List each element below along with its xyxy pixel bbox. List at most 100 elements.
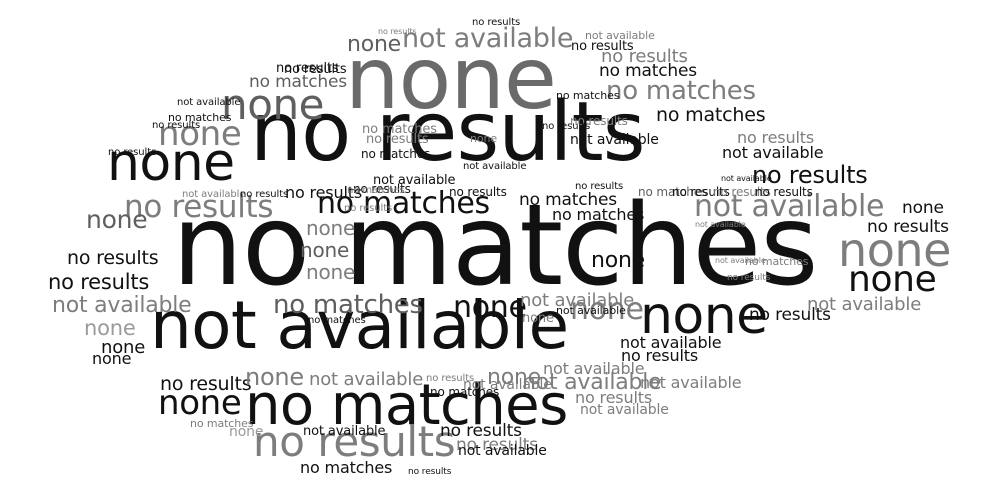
word-cloud-word: not available xyxy=(182,189,246,200)
word-cloud-word: no results xyxy=(570,114,628,128)
word-cloud-word: no results xyxy=(378,27,417,36)
word-cloud-word: no results xyxy=(542,121,591,132)
word-cloud-word: not available xyxy=(570,132,659,148)
word-cloud-word: no matches xyxy=(168,111,232,124)
word-cloud-word: no results xyxy=(353,182,411,196)
word-cloud-word: no matches xyxy=(347,185,405,196)
word-cloud-word: none xyxy=(570,292,644,327)
word-cloud-word: no results xyxy=(366,132,429,147)
word-cloud-word: none xyxy=(848,259,937,300)
word-cloud-word: no results xyxy=(108,147,157,158)
word-cloud-word: none xyxy=(86,205,148,234)
word-cloud-word: not available xyxy=(520,290,635,311)
word-cloud-word: no results xyxy=(571,39,634,54)
word-cloud-word: not available xyxy=(543,359,645,378)
word-cloud-word: no matches xyxy=(249,72,347,92)
word-cloud-word: not available xyxy=(458,443,547,459)
word-cloud-word: no results xyxy=(440,421,522,441)
word-cloud-word: not available xyxy=(620,333,722,352)
word-cloud-word: no matches xyxy=(308,315,366,326)
word-cloud-word: no results xyxy=(160,373,252,395)
word-cloud-word: none xyxy=(229,424,264,440)
word-cloud-word: no matches xyxy=(172,181,819,311)
word-cloud-word: none xyxy=(158,114,242,154)
word-cloud-word: no results xyxy=(867,217,949,237)
word-cloud-word: no results xyxy=(344,203,393,214)
word-cloud-word: not available xyxy=(522,370,662,395)
word-cloud-word: no results xyxy=(752,161,868,189)
word-cloud-word: not available xyxy=(580,402,669,418)
word-cloud-word: not available xyxy=(721,174,772,183)
word-cloud-word: not available xyxy=(807,294,922,315)
word-cloud-word: no matches xyxy=(556,89,620,102)
word-cloud-word: not available xyxy=(309,369,424,390)
word-cloud-word: none xyxy=(306,216,356,240)
word-cloud-word: none xyxy=(347,32,402,57)
word-cloud-word: no results xyxy=(755,185,813,199)
word-cloud-word: no results xyxy=(449,185,507,199)
word-cloud-word: no results xyxy=(737,128,815,147)
word-cloud-word: no results xyxy=(124,189,274,225)
word-cloud-word: no results xyxy=(284,62,347,77)
word-cloud-word: no results xyxy=(575,181,624,192)
word-cloud-word: none xyxy=(107,133,235,193)
word-cloud-word: none xyxy=(522,311,554,326)
word-cloud-word: no results xyxy=(426,373,475,384)
word-cloud-word: not available xyxy=(303,424,386,439)
word-cloud-word: none xyxy=(902,198,944,218)
word-cloud-word: not available xyxy=(150,287,569,364)
word-cloud-word: no results xyxy=(601,46,688,67)
word-cloud-word: not available xyxy=(585,29,655,42)
word-cloud-word: no matches xyxy=(745,255,809,268)
word-cloud-word: no matches xyxy=(245,373,568,438)
word-cloud-word: no matches xyxy=(638,185,708,199)
word-cloud-word: no results xyxy=(276,61,339,76)
word-cloud-word: none xyxy=(245,363,304,391)
word-cloud-word: not available xyxy=(722,143,824,162)
word-cloud-word: no matches xyxy=(362,122,437,137)
word-cloud-word: no results xyxy=(575,388,653,407)
word-cloud-word: no results xyxy=(672,185,730,199)
word-cloud-word: no results xyxy=(727,273,771,283)
word-cloud-word: no matches xyxy=(300,458,393,477)
word-cloud-word: none xyxy=(345,29,557,129)
word-cloud-word: no results xyxy=(285,183,363,202)
word-cloud-word: no results xyxy=(456,435,538,455)
word-cloud-word: no results xyxy=(240,189,289,200)
word-cloud-word: no matches xyxy=(606,76,756,106)
word-cloud-word: no results xyxy=(472,17,521,28)
word-cloud-word: none xyxy=(838,223,951,277)
word-cloud-word: none xyxy=(591,248,646,273)
word-cloud-word: not available xyxy=(640,373,742,392)
word-cloud-word: not available xyxy=(715,256,766,265)
word-cloud-word: not available xyxy=(177,97,241,108)
word-cloud-word: none xyxy=(84,316,136,340)
word-cloud-word: no results xyxy=(250,85,646,180)
word-cloud-word: none xyxy=(487,365,542,390)
word-cloud-word: not available xyxy=(695,220,746,229)
word-cloud-word: no results xyxy=(621,346,699,365)
word-cloud-word: no results xyxy=(749,305,831,325)
word-cloud-word: no matches xyxy=(519,190,617,210)
word-cloud-word: not available xyxy=(463,377,552,393)
word-cloud-word: none xyxy=(158,383,242,423)
word-cloud-word: no results xyxy=(408,467,452,477)
word-cloud-word: not available xyxy=(694,189,885,224)
word-cloud-word: not available xyxy=(402,23,574,54)
word-cloud-word: none xyxy=(470,132,498,145)
word-cloud-word: none xyxy=(453,290,527,325)
word-cloud-word: no results xyxy=(48,270,150,294)
word-cloud-word: no matches xyxy=(361,147,431,161)
word-cloud-word: no matches xyxy=(599,61,697,81)
word-cloud-word: not available xyxy=(463,161,527,172)
word-cloud-word: none xyxy=(640,286,768,346)
word-cloud-word: no matches xyxy=(273,290,423,320)
word-cloud-word: not available xyxy=(556,304,626,317)
word-cloud-word: no matches xyxy=(552,205,645,224)
word-cloud-word: none xyxy=(221,80,325,129)
word-cloud-word: no matches xyxy=(190,417,254,430)
word-cloud-word: none xyxy=(101,337,146,358)
word-cloud-word: none xyxy=(92,349,132,368)
word-cloud-word: not available xyxy=(52,293,192,318)
